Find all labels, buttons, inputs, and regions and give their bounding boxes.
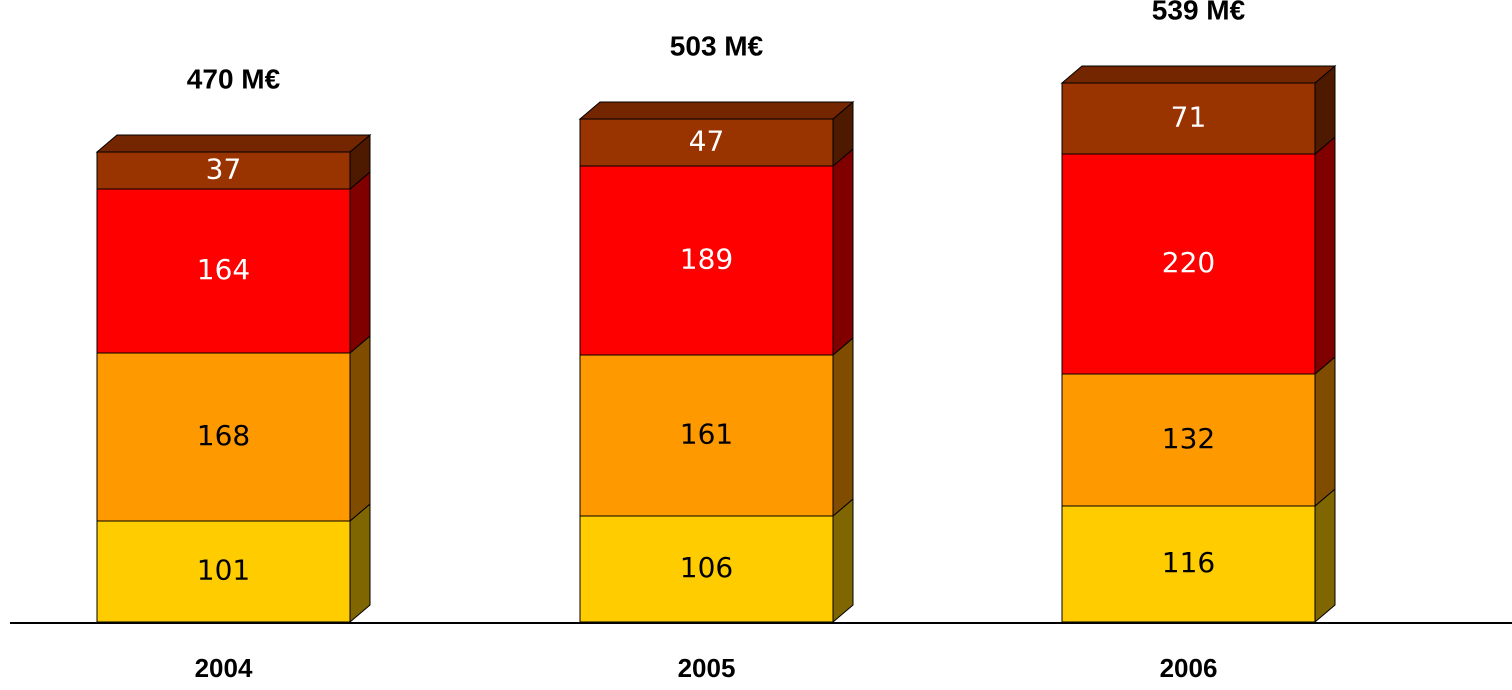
segment-label: 164 bbox=[197, 253, 250, 286]
bar-segment bbox=[1061, 373, 1316, 507]
segment-label: 161 bbox=[680, 418, 733, 451]
x-tick-label: 2005 bbox=[678, 653, 736, 683]
segment-label: 47 bbox=[689, 125, 725, 158]
bar-segment bbox=[96, 188, 351, 354]
segment-label: 71 bbox=[1171, 101, 1207, 134]
bar-side bbox=[832, 147, 854, 357]
bar-side bbox=[1314, 135, 1336, 376]
bar-side bbox=[832, 497, 854, 624]
bar-segment bbox=[96, 352, 351, 522]
bar-side bbox=[1314, 355, 1336, 508]
x-tick-label: 2006 bbox=[1160, 653, 1218, 683]
bar-segment bbox=[1061, 82, 1316, 155]
bar-top bbox=[578, 101, 855, 120]
bar-side bbox=[349, 334, 371, 523]
segment-label: 116 bbox=[1162, 546, 1215, 579]
segment-label: 168 bbox=[197, 419, 250, 452]
x-tick-label: 2004 bbox=[195, 653, 253, 683]
bar-segment bbox=[1061, 153, 1316, 375]
segment-label: 37 bbox=[206, 153, 242, 186]
total-label: 470 M€ bbox=[187, 63, 281, 94]
segment-label: 106 bbox=[680, 551, 733, 584]
bar-side bbox=[832, 336, 854, 518]
segment-label: 189 bbox=[680, 243, 733, 276]
bar-segment bbox=[96, 520, 351, 623]
bar-side bbox=[349, 502, 371, 624]
total-label: 503 M€ bbox=[670, 30, 764, 61]
segment-label: 220 bbox=[1162, 246, 1215, 279]
bar-segment bbox=[579, 165, 834, 356]
bar-side bbox=[349, 170, 371, 355]
bar-top bbox=[1060, 65, 1337, 84]
segment-label: 132 bbox=[1162, 422, 1215, 455]
bar-top bbox=[95, 134, 372, 153]
total-label: 539 M€ bbox=[1152, 0, 1246, 25]
segment-label: 101 bbox=[197, 554, 250, 587]
bar-side bbox=[1314, 487, 1336, 624]
